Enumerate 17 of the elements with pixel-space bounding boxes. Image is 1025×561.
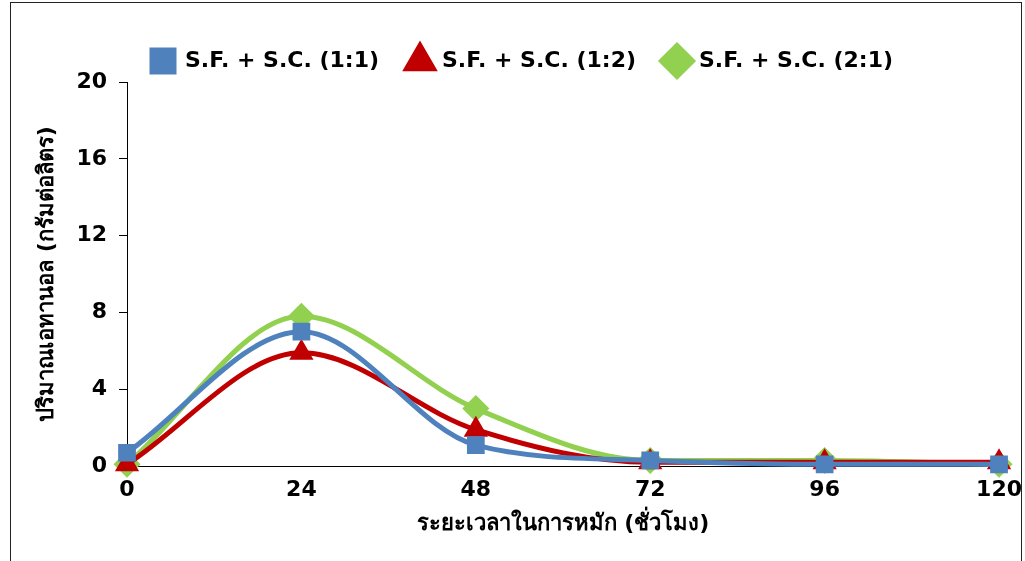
y-tick-label: 20: [76, 67, 108, 93]
y-tick-label: 16: [76, 144, 108, 170]
x-tick-label: 120: [976, 476, 1023, 502]
x-tick-label: 72: [634, 476, 666, 502]
x-tick-label: 24: [286, 476, 317, 502]
y-axis-title: ปริมาณเอทานอล (กรัมต่อลิตร): [32, 126, 58, 422]
y-tick-label: 0: [91, 451, 108, 477]
y-tick-label: 8: [91, 298, 108, 324]
x-tick-label: 48: [460, 476, 492, 502]
legend-label: S.F. + S.C. (1:2): [442, 46, 636, 72]
y-tick-label: 12: [76, 221, 108, 247]
y-tick-label: 4: [91, 375, 108, 401]
x-tick-label: 0: [119, 476, 135, 502]
legend-label: S.F. + S.C. (1:1): [185, 46, 380, 72]
x-axis-title: ระยะเวลาในการหมัก (ชั่วโมง): [416, 505, 710, 535]
legend-label: S.F. + S.C. (2:1): [699, 46, 893, 72]
x-tick-label: 96: [809, 476, 840, 502]
